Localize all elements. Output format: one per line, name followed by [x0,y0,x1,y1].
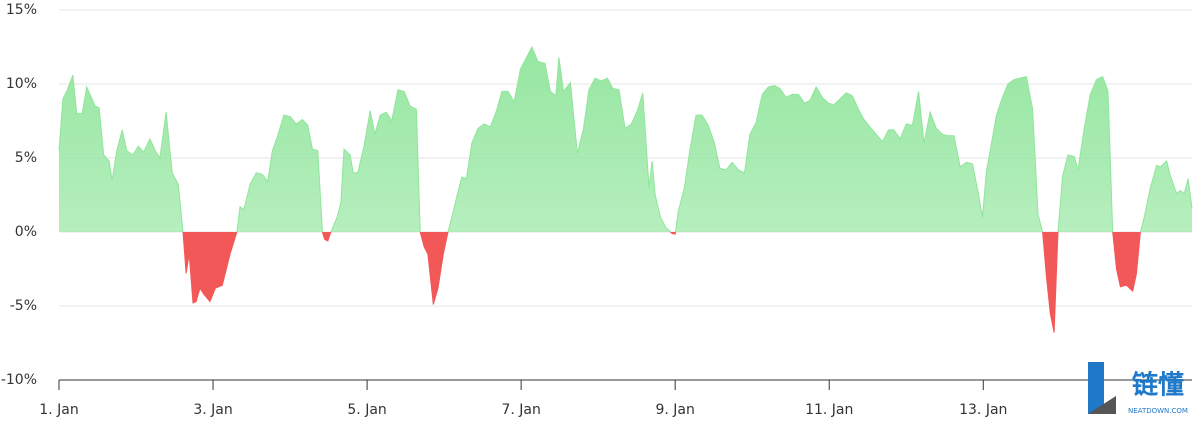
x-tick-label: 1. Jan [39,402,78,418]
y-tick-label: -5% [10,298,37,314]
x-tick-label: 3. Jan [193,402,232,418]
y-tick-label: 0% [15,224,37,240]
watermark: 链懂 NEATDOWN.COM [1088,362,1188,415]
watermark-subtext: NEATDOWN.COM [1128,407,1188,415]
x-tick-label: 11. Jan [805,402,853,418]
y-tick-label: 10% [6,76,37,92]
watermark-text: 链懂 [1132,370,1184,401]
area [59,47,1192,333]
y-tick-label: -10% [1,372,37,388]
area-line [58,45,1193,333]
x-tick-label: 13. Jan [959,402,1007,418]
y-tick-label: 15% [6,2,37,18]
y-tick-label: 5% [15,150,37,166]
x-tick-label: 5. Jan [347,402,386,418]
x-tick-label: 7. Jan [501,402,540,418]
x-tick-label: 9. Jan [655,402,694,418]
watermark-logo-shade [1088,396,1116,414]
